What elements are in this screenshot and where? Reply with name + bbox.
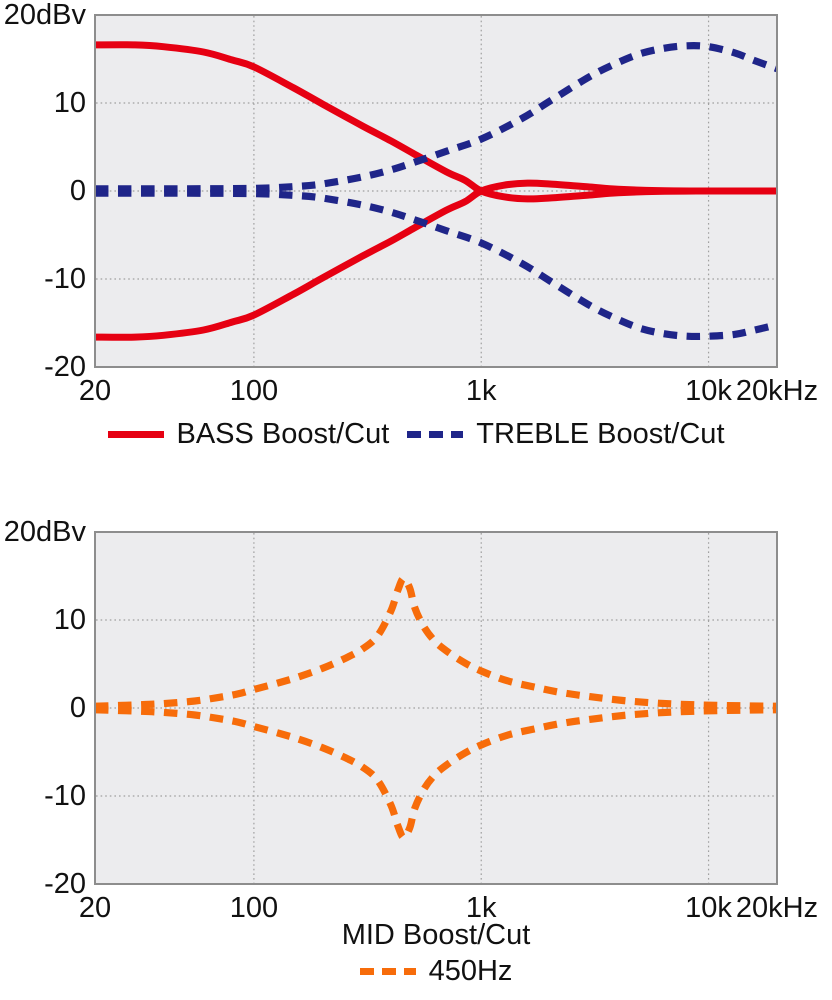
y-tick-label-0: 0: [70, 692, 86, 724]
plot-border: [94, 531, 778, 885]
x-tick-label-20khz: 20kHz: [736, 892, 818, 924]
y-tick-label-0: 0: [70, 175, 86, 207]
mid-axis-title: MID Boost/Cut: [341, 919, 531, 951]
y-tick-label-10: -10: [44, 780, 86, 812]
x-tick-label-1k: 1k: [466, 375, 497, 407]
y-tick-label-10: 10: [54, 87, 86, 119]
legend-item-mid-450hz: 450Hz: [359, 955, 513, 988]
x-tick-label-100: 100: [230, 892, 278, 924]
y-tick-label-20dbv: 20dBv: [4, 0, 87, 31]
x-tick-label-20khz: 20kHz: [736, 375, 818, 407]
plot-border: [94, 14, 778, 368]
y-tick-label-20: -20: [44, 868, 86, 900]
bass-line-swatch: [107, 431, 164, 439]
legend-mid: 450Hz: [95, 955, 777, 988]
legend-item-treble: TREBLE Boost/Cut: [407, 418, 725, 451]
x-tick-label-1k: 1k: [466, 892, 497, 924]
x-tick-label-10k: 10k: [685, 375, 732, 407]
y-tick-label-20dbv: 20dBv: [4, 517, 87, 548]
curve-bass-boost: [95, 41, 777, 203]
x-tick-label-20: 20: [79, 892, 111, 924]
y-tick-label-10: 10: [54, 604, 86, 636]
x-tick-label-100: 100: [230, 375, 278, 407]
treble-line-swatch: [407, 431, 464, 439]
legend-label-bass: BASS Boost/Cut: [176, 418, 390, 450]
legend-item-bass: BASS Boost/Cut: [107, 418, 390, 451]
legend-label-mid-450hz: 450Hz: [428, 955, 513, 987]
curve-mid-boost-450hz: [95, 575, 777, 710]
curve-bass-cut: [95, 179, 777, 341]
curve-mid-cut-450hz: [95, 706, 777, 841]
y-tick-label-20: -20: [44, 351, 86, 383]
x-tick-label-10k: 10k: [685, 892, 732, 924]
curves-group: [95, 575, 777, 841]
curves-group: [95, 41, 777, 341]
y-tick-label-10: -10: [44, 263, 86, 295]
legend-label-treble: TREBLE Boost/Cut: [476, 418, 725, 450]
mid-line-swatch: [359, 968, 416, 976]
x-tick-label-20: 20: [79, 375, 111, 407]
legend-bass-treble: BASS Boost/Cut TREBLE Boost/Cut: [0, 418, 832, 451]
